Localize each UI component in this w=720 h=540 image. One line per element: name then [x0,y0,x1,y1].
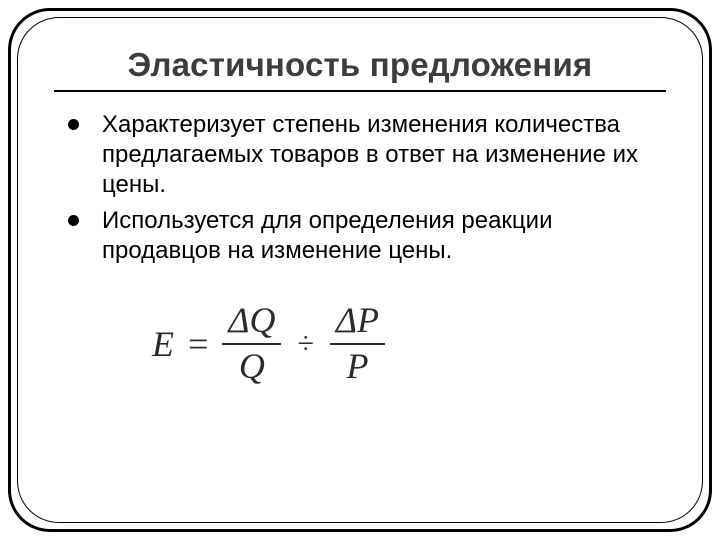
bullet-icon [68,119,79,130]
slide-title: Эластичность предложения [54,46,666,84]
bullet-text: Используется для определения реакции про… [102,207,553,264]
eq-frac1-den: Q [233,348,271,386]
eq-fraction-2: ΔP P [330,302,385,386]
eq-frac2-num: ΔP [330,302,385,340]
eq-frac1-num: ΔQ [222,302,281,340]
eq-fraction-1: ΔQ Q [222,302,281,386]
eq-equals: = [188,323,208,365]
slide-content: Эластичность предложения Характеризует с… [0,0,720,540]
bullet-list: Характеризует степень изменения количест… [54,110,666,266]
eq-divide: ÷ [295,327,315,361]
title-underline [54,90,666,92]
eq-frac2-bar [330,343,385,345]
bullet-icon [68,215,79,226]
eq-frac2-den: P [340,348,374,386]
eq-frac1-bar [222,343,281,345]
eq-lhs: E [152,323,174,365]
list-item: Используется для определения реакции про… [62,206,666,266]
elasticity-equation: E = ΔQ Q ÷ ΔP P [152,302,385,386]
bullet-text: Характеризует степень изменения количест… [102,111,638,198]
list-item: Характеризует степень изменения количест… [62,110,666,200]
formula-block: E = ΔQ Q ÷ ΔP P [54,302,666,386]
